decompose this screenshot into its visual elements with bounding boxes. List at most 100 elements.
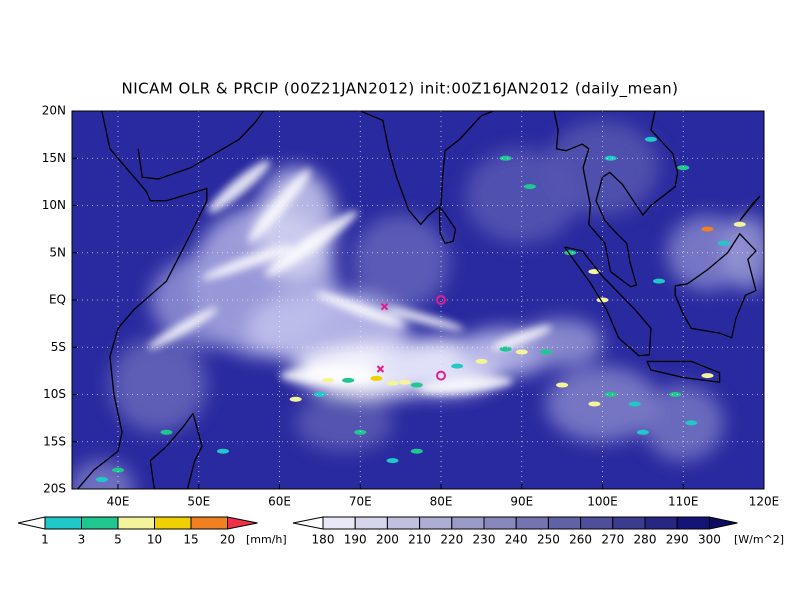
legend-box (81, 516, 119, 530)
lon-label: 100E (587, 495, 618, 509)
lat-label: EQ (49, 293, 66, 307)
precip (289, 396, 302, 402)
map (72, 111, 764, 489)
cloud-streak (386, 307, 464, 331)
precip (321, 377, 334, 383)
precip (701, 373, 714, 379)
lat-label: 20S (43, 482, 66, 496)
legend-box (354, 516, 388, 530)
markers (376, 295, 446, 381)
legend-label: 15 (183, 533, 198, 547)
precip (354, 429, 367, 435)
legend-box (547, 516, 582, 530)
legend-unit: [W/m^2] (734, 533, 784, 546)
legend-label: 3 (78, 533, 86, 547)
precip (499, 346, 512, 352)
precip-field (95, 136, 746, 483)
lat-label: 10S (43, 387, 66, 401)
cloud-streak (265, 210, 358, 277)
lat-label: 15S (43, 434, 66, 448)
precip (410, 382, 423, 388)
precip-legend: 1 3 5 10 15 20 [mm/h] (17, 516, 287, 547)
lon-label: 120E (749, 495, 780, 509)
legend-label: 270 (601, 533, 624, 547)
precip (95, 477, 108, 483)
legend-label: 20 (220, 533, 235, 547)
precip (604, 155, 617, 161)
coastline (553, 111, 679, 288)
cloud (521, 318, 603, 367)
x-marker (380, 302, 389, 311)
legend-label: 260 (569, 533, 592, 547)
coastline (149, 413, 203, 489)
lat-label: 10N (42, 198, 66, 212)
legend-box (644, 516, 678, 530)
legend-box (190, 516, 228, 530)
x-marker (376, 365, 385, 373)
precip (556, 382, 569, 388)
legend-label: 190 (344, 533, 367, 547)
legend-box (676, 516, 710, 530)
cloud (352, 214, 450, 310)
legend-label: 10 (147, 533, 162, 547)
precip (342, 377, 355, 383)
precip (677, 165, 690, 171)
cloud-detail (147, 160, 552, 394)
precip (398, 379, 411, 385)
precip (386, 380, 399, 386)
coastline (739, 195, 761, 222)
cloud-streak (248, 168, 311, 243)
lon-label: 50E (187, 495, 210, 509)
coastline (77, 111, 208, 489)
cloud (109, 337, 207, 433)
legend-label: 180 (312, 533, 335, 547)
legend-label: 300 (698, 533, 721, 547)
legend-label: 1 (41, 533, 49, 547)
precip (313, 392, 326, 397)
coastline (137, 111, 264, 180)
legend-arrow (708, 516, 738, 530)
legend-box (483, 516, 517, 530)
precip (451, 363, 464, 369)
legend-box (322, 516, 356, 530)
cloud-streak (491, 325, 552, 350)
precip (628, 401, 641, 407)
legend-box (117, 516, 155, 530)
legend-arrow (227, 516, 258, 530)
precip (112, 467, 124, 473)
precip (160, 429, 173, 435)
lat-label: 15N (42, 151, 66, 165)
cloud (295, 394, 393, 452)
legend-label: 230 (473, 533, 496, 547)
title: NICAM OLR & PRCIP (00Z21JAN2012) init:00… (121, 80, 678, 99)
lon-label: 80E (430, 495, 453, 509)
precip (636, 429, 649, 435)
precip (685, 420, 698, 426)
legend-label: 220 (440, 533, 463, 547)
precip (539, 349, 552, 355)
legend-box (515, 516, 549, 530)
lon-label: 70E (349, 495, 372, 509)
legend-label: 290 (666, 533, 689, 547)
precip (717, 240, 730, 246)
precip (733, 221, 746, 227)
coastline (646, 360, 721, 383)
lon-label: 110E (668, 495, 699, 509)
precip (644, 136, 657, 142)
lon-label: 40E (107, 495, 130, 509)
lat-label: 5N (49, 245, 66, 259)
precip (386, 458, 399, 464)
legend-unit: [mm/h] (246, 533, 287, 546)
grid (72, 111, 764, 489)
lat-label: 20N (42, 104, 66, 118)
lat-label: 5S (51, 340, 66, 354)
circle-marker (436, 295, 446, 305)
legend-box (451, 516, 485, 530)
precip (653, 278, 666, 284)
precip (588, 401, 601, 407)
precip (410, 448, 423, 454)
legend-label: 5 (114, 533, 122, 547)
lon-label: 90E (510, 495, 533, 509)
cloud (723, 214, 764, 291)
